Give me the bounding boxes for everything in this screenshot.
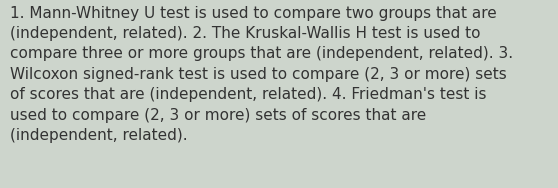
Text: 1. Mann-Whitney U test is used to compare two groups that are
(independent, rela: 1. Mann-Whitney U test is used to compar… — [10, 6, 513, 143]
